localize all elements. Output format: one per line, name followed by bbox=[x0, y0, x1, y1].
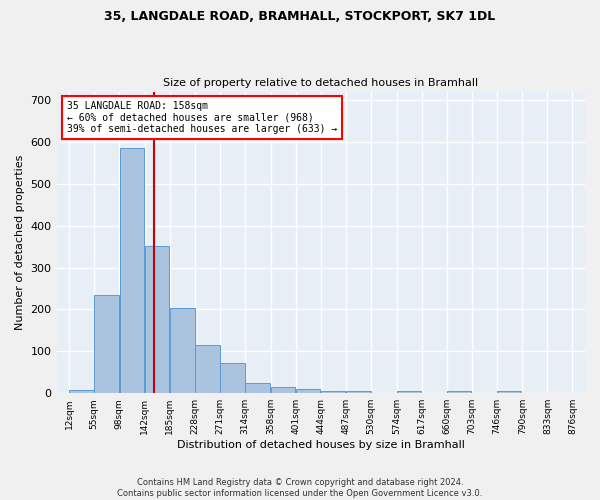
Text: 35, LANGDALE ROAD, BRAMHALL, STOCKPORT, SK7 1DL: 35, LANGDALE ROAD, BRAMHALL, STOCKPORT, … bbox=[104, 10, 496, 23]
Bar bbox=[70, 390, 94, 393]
Bar bbox=[497, 391, 521, 393]
Text: 35 LANGDALE ROAD: 158sqm
← 60% of detached houses are smaller (968)
39% of semi-: 35 LANGDALE ROAD: 158sqm ← 60% of detach… bbox=[67, 100, 337, 134]
Text: Contains HM Land Registry data © Crown copyright and database right 2024.
Contai: Contains HM Land Registry data © Crown c… bbox=[118, 478, 482, 498]
Bar bbox=[220, 362, 245, 393]
Bar bbox=[321, 391, 346, 393]
Bar bbox=[397, 391, 421, 393]
Bar bbox=[119, 148, 144, 393]
Bar bbox=[170, 308, 194, 393]
X-axis label: Distribution of detached houses by size in Bramhall: Distribution of detached houses by size … bbox=[177, 440, 465, 450]
Title: Size of property relative to detached houses in Bramhall: Size of property relative to detached ho… bbox=[163, 78, 478, 88]
Bar bbox=[271, 388, 295, 393]
Bar bbox=[245, 382, 270, 393]
Bar bbox=[447, 391, 471, 393]
Bar bbox=[346, 391, 371, 393]
Bar bbox=[145, 246, 169, 393]
Bar bbox=[296, 389, 320, 393]
Bar bbox=[94, 295, 119, 393]
Bar bbox=[195, 345, 220, 393]
Y-axis label: Number of detached properties: Number of detached properties bbox=[15, 154, 25, 330]
